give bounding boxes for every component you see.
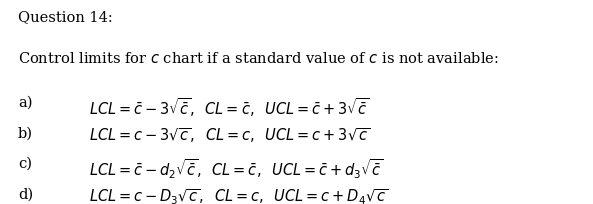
Text: $LCL=c-3\sqrt{c},\;\; CL=c,\;\; UCL=c+3\sqrt{c}$: $LCL=c-3\sqrt{c},\;\; CL=c,\;\; UCL=c+3\… xyxy=(89,126,370,145)
Text: d): d) xyxy=(18,188,33,202)
Text: Control limits for $c$ chart if a standard value of $c$ is not available:: Control limits for $c$ chart if a standa… xyxy=(18,51,499,66)
Text: c): c) xyxy=(18,157,32,171)
Text: $LCL=\bar{c}-d_2\sqrt{\bar{c}},\;\; CL=\bar{c},\;\; UCL=\bar{c}+d_3\sqrt{\bar{c}: $LCL=\bar{c}-d_2\sqrt{\bar{c}},\;\; CL=\… xyxy=(89,157,383,181)
Text: a): a) xyxy=(18,96,32,110)
Text: b): b) xyxy=(18,126,33,141)
Text: $LCL=\bar{c}-3\sqrt{\bar{c}},\;\; CL=\bar{c},\;\; UCL=\bar{c}+3\sqrt{\bar{c}}$: $LCL=\bar{c}-3\sqrt{\bar{c}},\;\; CL=\ba… xyxy=(89,96,369,119)
Text: Question 14:: Question 14: xyxy=(18,10,113,24)
Text: $LCL=c-D_3\sqrt{c},\;\; CL=c,\;\; UCL=c+D_4\sqrt{c}$: $LCL=c-D_3\sqrt{c},\;\; CL=c,\;\; UCL=c+… xyxy=(89,188,388,204)
